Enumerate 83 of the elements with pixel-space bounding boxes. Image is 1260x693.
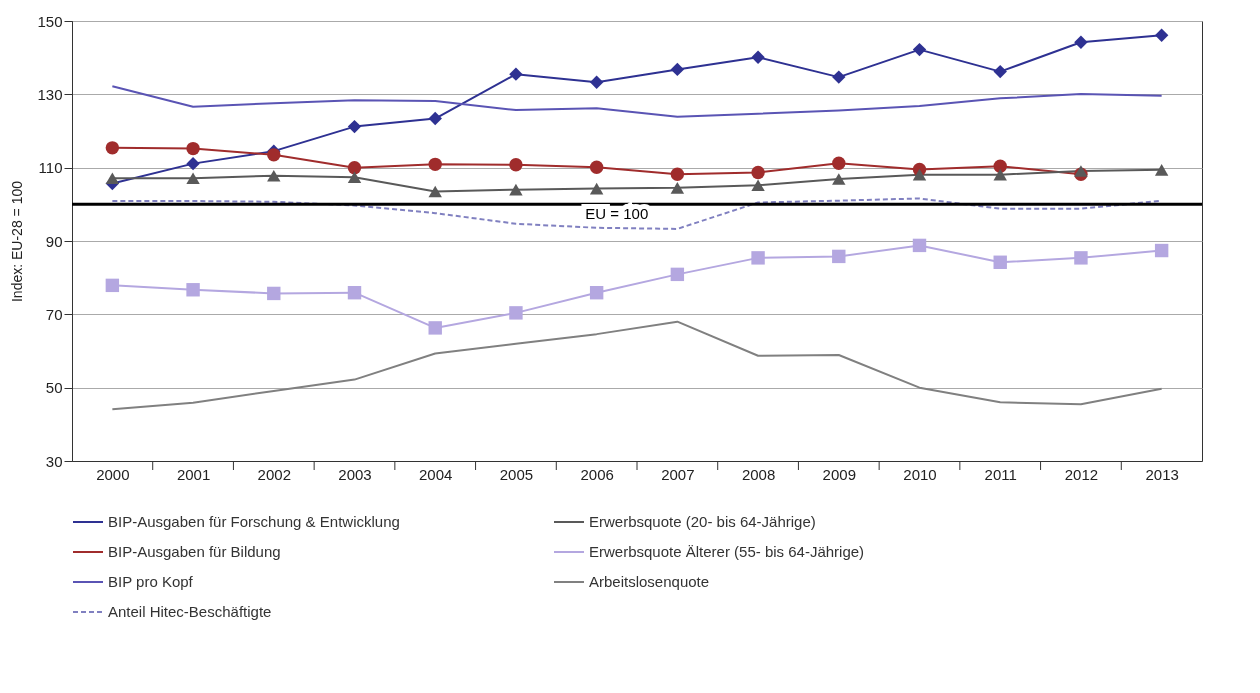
point xyxy=(347,171,362,184)
legend-label: Arbeitslosenquote xyxy=(589,573,710,590)
point xyxy=(589,285,604,300)
x-tick-label: 2008 xyxy=(741,465,776,483)
point xyxy=(347,285,362,300)
point xyxy=(832,173,846,185)
point xyxy=(670,182,685,194)
legend-label: Erwerbsquote (20- bis 64-Jährige) xyxy=(589,513,816,530)
point xyxy=(428,111,442,126)
point xyxy=(832,70,846,84)
point xyxy=(912,238,927,253)
point xyxy=(1074,165,1088,177)
point xyxy=(428,157,442,172)
x-tick-label: 2012 xyxy=(1064,465,1099,483)
point xyxy=(832,249,846,264)
point xyxy=(186,141,200,156)
y-tick-label: 50 xyxy=(45,379,63,397)
line-series xyxy=(111,320,1163,411)
legend-label: Erwerbsquote Älterer (55- bis 64-Jährige) xyxy=(589,543,865,560)
x-tick-label: 2011 xyxy=(984,465,1017,483)
point xyxy=(670,267,685,282)
x-tick-label: 2002 xyxy=(257,465,291,483)
point xyxy=(267,286,281,301)
x-tick-label: 2006 xyxy=(580,465,614,483)
y-tick-label: 130 xyxy=(37,85,63,103)
point xyxy=(1074,35,1088,49)
point xyxy=(912,168,927,181)
point xyxy=(912,42,927,57)
point xyxy=(509,67,523,81)
point xyxy=(186,172,200,185)
x-tick-label: 2007 xyxy=(661,465,695,483)
point xyxy=(751,165,765,180)
point xyxy=(993,255,1007,269)
point xyxy=(509,158,523,172)
point xyxy=(589,160,604,174)
x-tick-label: 2005 xyxy=(499,465,534,483)
x-tick-label: 2003 xyxy=(338,465,372,483)
ref-line-label: EU = 100 xyxy=(585,205,649,223)
point xyxy=(751,50,765,65)
x-tick-label: 2000 xyxy=(96,465,130,483)
point xyxy=(993,64,1007,79)
x-tick-label: 2009 xyxy=(822,465,856,483)
point xyxy=(589,75,604,89)
point xyxy=(589,182,604,195)
y-tick-label: 70 xyxy=(45,305,63,323)
point xyxy=(267,169,281,182)
point xyxy=(751,251,765,265)
point xyxy=(105,172,120,185)
legend-label: BIP pro Kopf xyxy=(108,573,194,590)
point xyxy=(105,278,120,293)
point xyxy=(105,141,120,155)
point xyxy=(186,156,200,171)
y-tick-label: 30 xyxy=(45,452,63,470)
point xyxy=(1154,243,1169,258)
y-tick-label: 90 xyxy=(45,232,63,250)
point xyxy=(1154,28,1169,43)
point xyxy=(509,306,523,320)
x-tick-label: 2013 xyxy=(1145,465,1179,483)
y-axis-title: Index: EU-28 = 100 xyxy=(9,180,26,303)
x-tick-label: 2004 xyxy=(419,465,453,483)
point xyxy=(428,185,442,198)
point xyxy=(670,62,685,77)
legend-label: Anteil Hitec-Beschäftigte xyxy=(108,603,272,620)
point xyxy=(993,159,1007,173)
point xyxy=(428,321,442,335)
point xyxy=(267,148,281,162)
point xyxy=(347,160,362,175)
point xyxy=(347,119,362,134)
legend-label: BIP-Ausgaben für Bildung xyxy=(108,543,281,560)
point xyxy=(186,283,200,297)
line-series xyxy=(111,85,1163,118)
x-tick-label: 2001 xyxy=(176,465,211,483)
y-tick-label: 110 xyxy=(38,159,63,177)
x-tick-label: 2010 xyxy=(903,465,937,483)
point xyxy=(832,156,846,170)
point xyxy=(509,183,523,196)
point xyxy=(1074,251,1088,265)
point xyxy=(751,179,765,192)
point xyxy=(670,167,685,181)
legend-label: BIP-Ausgaben für Forschung & Entwicklung xyxy=(108,513,400,530)
point xyxy=(993,168,1007,181)
point xyxy=(1154,164,1169,176)
y-tick-label: 150 xyxy=(37,12,63,30)
